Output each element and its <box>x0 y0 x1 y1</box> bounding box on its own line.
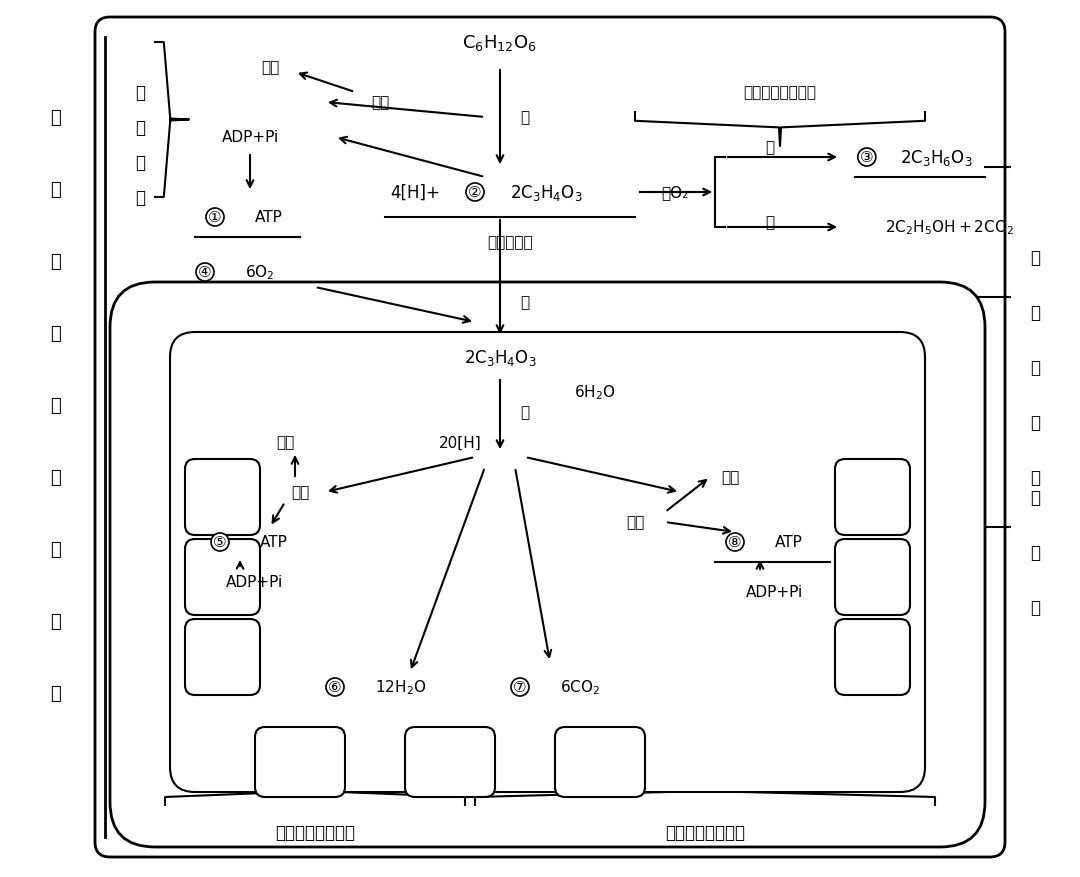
Text: 呼: 呼 <box>50 253 60 271</box>
Text: 有氧呼吸第三阶段: 有氧呼吸第三阶段 <box>275 823 355 841</box>
FancyBboxPatch shape <box>255 727 345 797</box>
Text: $\mathrm{2C_3H_4O_3}$: $\mathrm{2C_3H_4O_3}$ <box>463 347 537 367</box>
FancyBboxPatch shape <box>185 619 260 695</box>
Text: 质: 质 <box>1030 468 1040 487</box>
FancyBboxPatch shape <box>170 332 924 792</box>
Text: 酶: 酶 <box>521 405 529 420</box>
Text: ADP+Pi: ADP+Pi <box>227 574 284 590</box>
FancyBboxPatch shape <box>835 619 910 695</box>
FancyBboxPatch shape <box>185 539 260 616</box>
Text: 4[H]+: 4[H]+ <box>390 184 440 202</box>
Text: $\mathrm{2C_3H_4O_3}$: $\mathrm{2C_3H_4O_3}$ <box>510 182 582 203</box>
Text: 粒: 粒 <box>1030 544 1040 561</box>
Text: 酶: 酶 <box>766 140 774 155</box>
Text: 酶: 酶 <box>521 111 529 125</box>
Text: ADP+Pi: ADP+Pi <box>221 131 279 146</box>
Text: 图: 图 <box>50 612 60 631</box>
Text: 胞: 胞 <box>50 181 60 199</box>
Text: 20[H]: 20[H] <box>438 435 482 450</box>
Text: 程: 程 <box>50 540 60 559</box>
Text: ⑥: ⑥ <box>328 680 341 695</box>
Text: ③: ③ <box>860 150 874 165</box>
Text: 酶: 酶 <box>766 215 774 231</box>
Text: 能量: 能量 <box>626 515 644 530</box>
Text: 热能: 热能 <box>720 470 739 485</box>
Text: $\mathrm{6O_2}$: $\mathrm{6O_2}$ <box>245 263 274 282</box>
Text: ①: ① <box>208 210 221 225</box>
FancyBboxPatch shape <box>555 727 645 797</box>
Text: （丙酮酸）: （丙酮酸） <box>487 235 532 250</box>
Text: 过: 过 <box>50 468 60 487</box>
Text: 体: 体 <box>1030 598 1040 617</box>
Text: 能量: 能量 <box>370 96 389 111</box>
Text: $\mathrm{12H_2O}$: $\mathrm{12H_2O}$ <box>375 678 427 696</box>
Text: ATP: ATP <box>260 535 288 550</box>
Text: $\mathrm{6CO_2}$: $\mathrm{6CO_2}$ <box>561 678 600 696</box>
Text: ⑦: ⑦ <box>513 680 527 695</box>
Text: ⑤: ⑤ <box>213 535 227 550</box>
Text: 热能: 热能 <box>261 61 279 75</box>
Text: 吸: 吸 <box>50 324 60 343</box>
Text: 细: 细 <box>50 109 60 127</box>
Text: 阶: 阶 <box>135 153 145 172</box>
Text: $\mathrm{2C_3H_6O_3}$: $\mathrm{2C_3H_6O_3}$ <box>900 148 973 168</box>
Text: $\mathrm{6H_2O}$: $\mathrm{6H_2O}$ <box>575 383 616 402</box>
Text: ATP: ATP <box>255 210 283 225</box>
Text: $\mathrm{C_6H_{12}O_6}$: $\mathrm{C_6H_{12}O_6}$ <box>462 33 538 53</box>
FancyBboxPatch shape <box>110 282 985 847</box>
FancyBboxPatch shape <box>835 539 910 616</box>
Text: 一: 一 <box>135 119 145 137</box>
Text: ⑧: ⑧ <box>728 535 742 550</box>
Text: 胞: 胞 <box>1030 303 1040 322</box>
Text: 热能: 热能 <box>275 435 294 450</box>
Text: 示: 示 <box>50 684 60 702</box>
Text: 细: 细 <box>1030 249 1040 267</box>
Text: ATP: ATP <box>775 535 802 550</box>
Text: 质: 质 <box>1030 359 1040 376</box>
Text: 的: 的 <box>50 396 60 415</box>
Text: 段: 段 <box>135 189 145 207</box>
Text: 线: 线 <box>1030 488 1040 506</box>
Text: $\mathrm{2C_2H_5OH+2CO_2}$: $\mathrm{2C_2H_5OH+2CO_2}$ <box>885 218 1014 237</box>
Text: 酶: 酶 <box>521 296 529 310</box>
FancyBboxPatch shape <box>95 18 1005 857</box>
FancyBboxPatch shape <box>185 460 260 535</box>
Text: ④: ④ <box>199 265 212 280</box>
FancyBboxPatch shape <box>835 460 910 535</box>
FancyBboxPatch shape <box>405 727 495 797</box>
Text: 基: 基 <box>1030 414 1040 431</box>
Text: 能量: 能量 <box>291 485 309 500</box>
Text: 无O₂: 无O₂ <box>661 185 689 200</box>
Text: 第: 第 <box>135 84 145 102</box>
Text: ②: ② <box>469 185 482 200</box>
Text: 有氧呼吸第二阶段: 有氧呼吸第二阶段 <box>665 823 745 841</box>
Text: 无氧呼吸第二阶段: 无氧呼吸第二阶段 <box>743 85 816 100</box>
Text: ADP+Pi: ADP+Pi <box>746 585 804 600</box>
